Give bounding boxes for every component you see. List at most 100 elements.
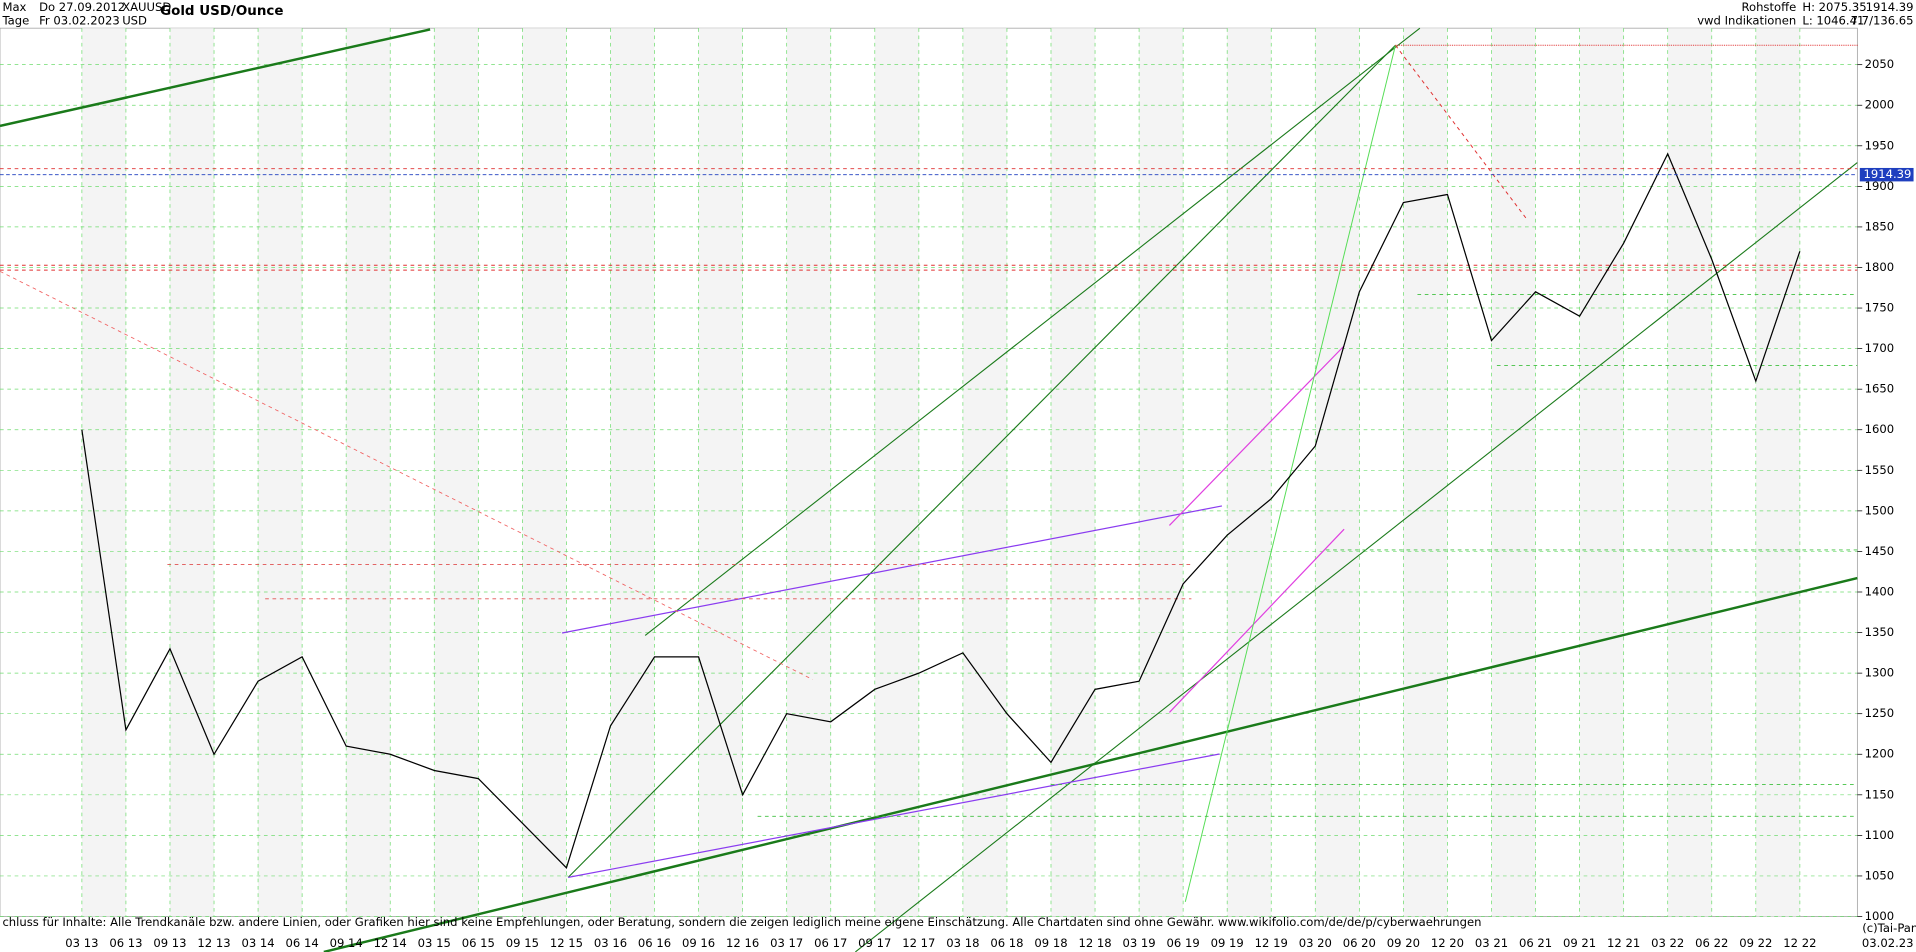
stripe xyxy=(1491,28,1536,917)
chart-title: Gold USD/Ounce xyxy=(160,4,283,19)
stripe xyxy=(610,28,655,917)
y-tick-label: 1050 xyxy=(1865,868,1895,882)
y-tick-label: 1600 xyxy=(1865,422,1895,436)
y-tick-label: 1200 xyxy=(1865,747,1895,761)
y-tick-label: 2050 xyxy=(1865,57,1895,71)
low: L: 1046.41 xyxy=(1802,13,1864,27)
x-tick-label: 03 15 xyxy=(418,936,451,950)
stripe xyxy=(258,28,303,917)
x-tick-label: 12 15 xyxy=(550,936,583,950)
stripe xyxy=(169,28,215,917)
x-tick-label: 09 21 xyxy=(1563,936,1596,950)
currency: USD xyxy=(122,13,147,27)
y-tick-label: 1450 xyxy=(1865,544,1895,558)
y-tick-label: 1100 xyxy=(1865,828,1895,842)
x-tick-label: 09 17 xyxy=(858,936,891,950)
stripe xyxy=(81,28,126,917)
stripe xyxy=(1050,28,1096,917)
group: Rohstoffe xyxy=(1741,0,1796,14)
x-tick-label: 09 13 xyxy=(153,936,186,950)
copyright: (c)Tai-Pan xyxy=(1862,921,1916,935)
y-tick-label: 1250 xyxy=(1865,706,1895,720)
x-tick-label: 09 20 xyxy=(1387,936,1420,950)
x-tick-label: 03 13 xyxy=(65,936,98,950)
footer: chluss für Inhalte: Alle Trendkanäle bzw… xyxy=(2,915,1481,929)
y-tick-label: 1350 xyxy=(1865,625,1895,639)
stripe xyxy=(1315,28,1360,917)
y-tick-label: 1950 xyxy=(1865,138,1895,152)
high: H: 2075.35 xyxy=(1802,0,1866,14)
x-tick-label: 12 14 xyxy=(374,936,407,950)
x-tick-label: 12 19 xyxy=(1255,936,1288,950)
x-tick-label: 09 18 xyxy=(1034,936,1067,950)
x-tick-label: 03 14 xyxy=(241,936,274,950)
header-bar xyxy=(0,0,1916,27)
x-tick-label: 06 16 xyxy=(638,936,671,950)
stripe xyxy=(962,28,1007,917)
source: vwd Indikationen xyxy=(1697,13,1796,27)
y-tick-label: 1150 xyxy=(1865,787,1895,801)
x-tick-label: 06 14 xyxy=(286,936,319,950)
stripe xyxy=(1227,28,1272,917)
stripe xyxy=(1579,28,1624,917)
last: 1914.39 xyxy=(1866,0,1914,14)
y-tick-label: 1500 xyxy=(1865,503,1895,517)
x-tick-label: 12 22 xyxy=(1783,936,1816,950)
end-date: Fr 03.02.2023 xyxy=(39,13,120,27)
stripe xyxy=(1403,28,1448,917)
x-tick-label: 09 14 xyxy=(330,936,363,950)
x-tick-label: 06 18 xyxy=(990,936,1023,950)
stripe xyxy=(346,28,391,917)
x-tick-label: 12 18 xyxy=(1078,936,1111,950)
range: Max xyxy=(2,0,26,14)
x-tick-label: 12 21 xyxy=(1607,936,1640,950)
y-tick-label: 1900 xyxy=(1865,179,1895,193)
x-tick-label: 06 13 xyxy=(109,936,142,950)
y-tick-label: 1850 xyxy=(1865,219,1895,233)
stripe xyxy=(522,28,567,917)
y-tick-label: 1750 xyxy=(1865,301,1895,315)
series xyxy=(0,152,1858,869)
x-tick-label: 12 16 xyxy=(726,936,759,950)
last-date: 03.02.23 xyxy=(1862,936,1914,950)
x-tick-label: 12 17 xyxy=(902,936,935,950)
x-tick-label: 03 18 xyxy=(946,936,979,950)
x-tick-label: 06 21 xyxy=(1519,936,1552,950)
x-tick-label: 03 19 xyxy=(1122,936,1155,950)
x-tick-label: 06 22 xyxy=(1695,936,1728,950)
x-tick-label: 03 20 xyxy=(1299,936,1332,950)
x-tick-label: 09 19 xyxy=(1211,936,1244,950)
y-tick-label: 1700 xyxy=(1865,341,1895,355)
stripe xyxy=(434,28,479,917)
start-date: Do 27.09.2012 xyxy=(39,0,125,14)
x-tick-label: 06 19 xyxy=(1167,936,1200,950)
stripe xyxy=(874,28,919,917)
x-tick-label: 06 15 xyxy=(462,936,495,950)
change: 7.7/136.65 xyxy=(1851,13,1914,27)
x-tick-label: 03 17 xyxy=(770,936,803,950)
symbol: XAUUSD xyxy=(122,0,171,14)
x-tick-label: 09 22 xyxy=(1739,936,1772,950)
plot-area xyxy=(0,27,1858,917)
stripe xyxy=(1139,28,1184,917)
price-tag-label: 1914.39 xyxy=(1863,167,1911,181)
stripe xyxy=(786,28,831,917)
stripe xyxy=(698,28,743,917)
x-tick-label: 03 22 xyxy=(1651,936,1684,950)
x-tick-label: 12 20 xyxy=(1431,936,1464,950)
x-tick-label: 09 15 xyxy=(506,936,539,950)
y-tick-label: 1550 xyxy=(1865,463,1895,477)
y-tick-label: 1400 xyxy=(1865,584,1895,598)
y-tick-label: 1000 xyxy=(1865,909,1895,923)
trend-lines xyxy=(0,27,1858,952)
stripe xyxy=(1755,28,1800,917)
x-tick-label: 03 16 xyxy=(594,936,627,950)
stripe xyxy=(1667,28,1712,917)
x-tick-label: 09 16 xyxy=(682,936,715,950)
x-tick-label: 06 17 xyxy=(814,936,847,950)
x-tick-label: 12 13 xyxy=(197,936,230,950)
price-tag xyxy=(1859,167,1914,182)
price-line xyxy=(81,152,1801,869)
x-tick-label: 03 21 xyxy=(1475,936,1508,950)
